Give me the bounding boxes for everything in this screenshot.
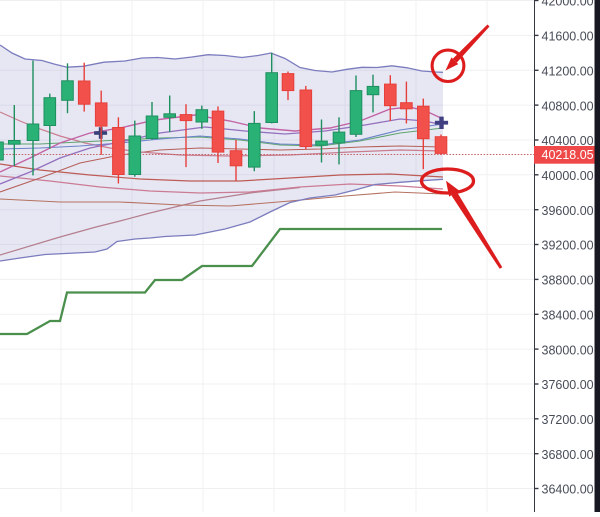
svg-text:42000.00: 42000.00	[542, 0, 594, 9]
svg-text:40800.00: 40800.00	[542, 99, 594, 113]
svg-text:40000.00: 40000.00	[542, 169, 594, 183]
svg-text:38400.00: 38400.00	[542, 309, 594, 323]
svg-text:39600.00: 39600.00	[542, 204, 594, 218]
svg-text:37200.00: 37200.00	[542, 413, 594, 427]
svg-text:36400.00: 36400.00	[542, 483, 594, 497]
svg-text:39200.00: 39200.00	[542, 239, 594, 253]
svg-text:38000.00: 38000.00	[542, 343, 594, 357]
svg-text:40218.05: 40218.05	[542, 148, 594, 162]
svg-text:37600.00: 37600.00	[542, 378, 594, 392]
svg-text:36800.00: 36800.00	[542, 448, 594, 462]
svg-text:41200.00: 41200.00	[542, 65, 594, 79]
svg-text:38800.00: 38800.00	[542, 274, 594, 288]
svg-text:41600.00: 41600.00	[542, 30, 594, 44]
